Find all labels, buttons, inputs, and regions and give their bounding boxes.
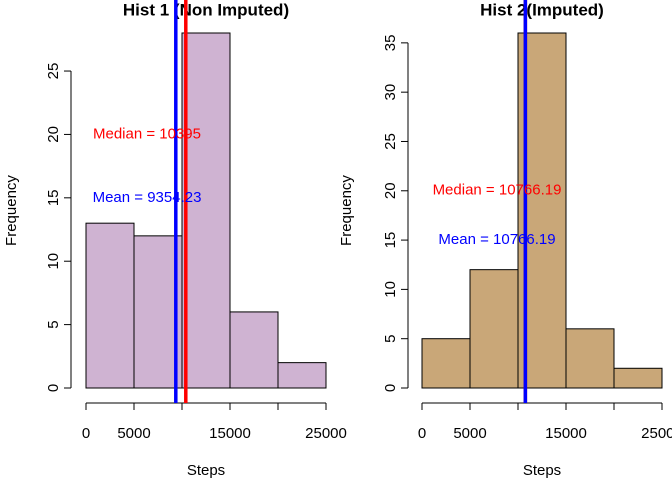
- stat-label: Median = 10395: [93, 125, 201, 142]
- x-axis-title: Steps: [187, 462, 225, 479]
- x-tick-label: 5000: [117, 425, 150, 442]
- chart-title: Hist 1 (Non Imputed): [123, 0, 289, 19]
- y-tick-label: 25: [382, 133, 399, 150]
- y-tick-label: 15: [45, 189, 62, 206]
- y-tick-label: 20: [45, 126, 62, 143]
- x-tick-label: 15000: [545, 425, 587, 442]
- x-tick-label: 15000: [209, 425, 251, 442]
- x-tick-label: 0: [418, 425, 426, 442]
- y-tick-label: 10: [45, 253, 62, 270]
- bar: [133, 235, 183, 389]
- y-tick-label: 10: [382, 281, 399, 298]
- x-tick-label: 5000: [453, 425, 486, 442]
- x-tick-label: 25000: [305, 425, 347, 442]
- y-tick-label: 15: [382, 232, 399, 249]
- bar: [613, 367, 663, 389]
- y-tick-label: 25: [45, 63, 62, 80]
- bar: [277, 362, 327, 389]
- chart-title: Hist 2(Imputed): [480, 0, 604, 19]
- x-tick-label: 0: [82, 425, 90, 442]
- y-tick-label: 0: [45, 384, 62, 392]
- bar: [85, 222, 135, 389]
- stat-label: Mean = 10766.19: [438, 231, 555, 248]
- x-axis-title: Steps: [523, 462, 561, 479]
- bar: [469, 269, 519, 389]
- bar: [421, 338, 471, 389]
- y-tick-label: 30: [382, 84, 399, 101]
- bar: [229, 311, 279, 389]
- y-axis-title: Frequency: [338, 175, 355, 246]
- bar: [565, 328, 615, 389]
- y-tick-label: 0: [382, 384, 399, 392]
- bar: [181, 32, 231, 389]
- stat-label: Mean = 9354.23: [93, 189, 202, 206]
- y-tick-label: 5: [45, 320, 62, 328]
- y-axis-title: Frequency: [3, 175, 20, 246]
- stat-label: Median = 10766.19: [433, 182, 562, 199]
- y-tick-label: 5: [382, 335, 399, 343]
- y-tick-label: 35: [382, 35, 399, 52]
- x-tick-label: 25000: [641, 425, 672, 442]
- y-tick-label: 20: [382, 182, 399, 199]
